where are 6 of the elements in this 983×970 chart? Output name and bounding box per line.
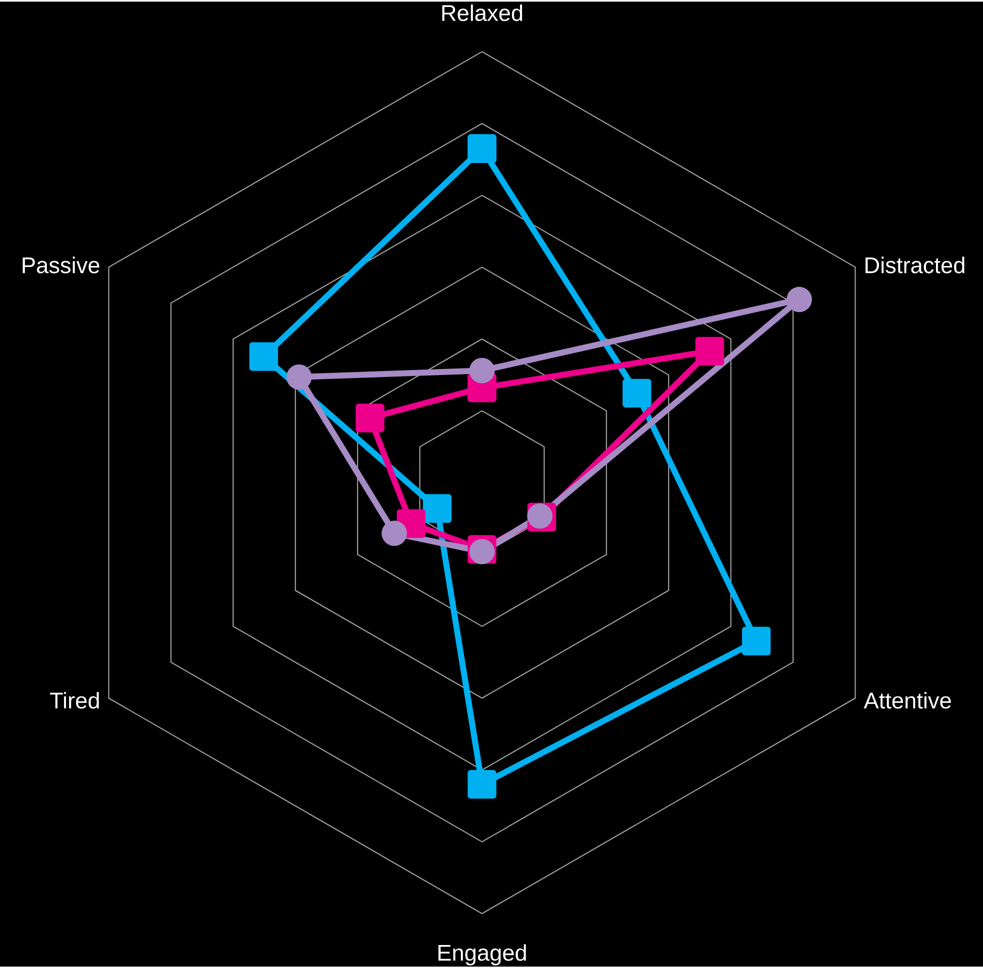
spoke-label: Relaxed (442, 4, 522, 22)
spoke-label: Passive (22, 256, 100, 274)
spoke-label: Engaged (438, 944, 526, 966)
spoke-label: Attentive (864, 692, 951, 709)
spoke-label: Distracted (866, 256, 964, 274)
spoke-label: Tired (50, 692, 99, 709)
